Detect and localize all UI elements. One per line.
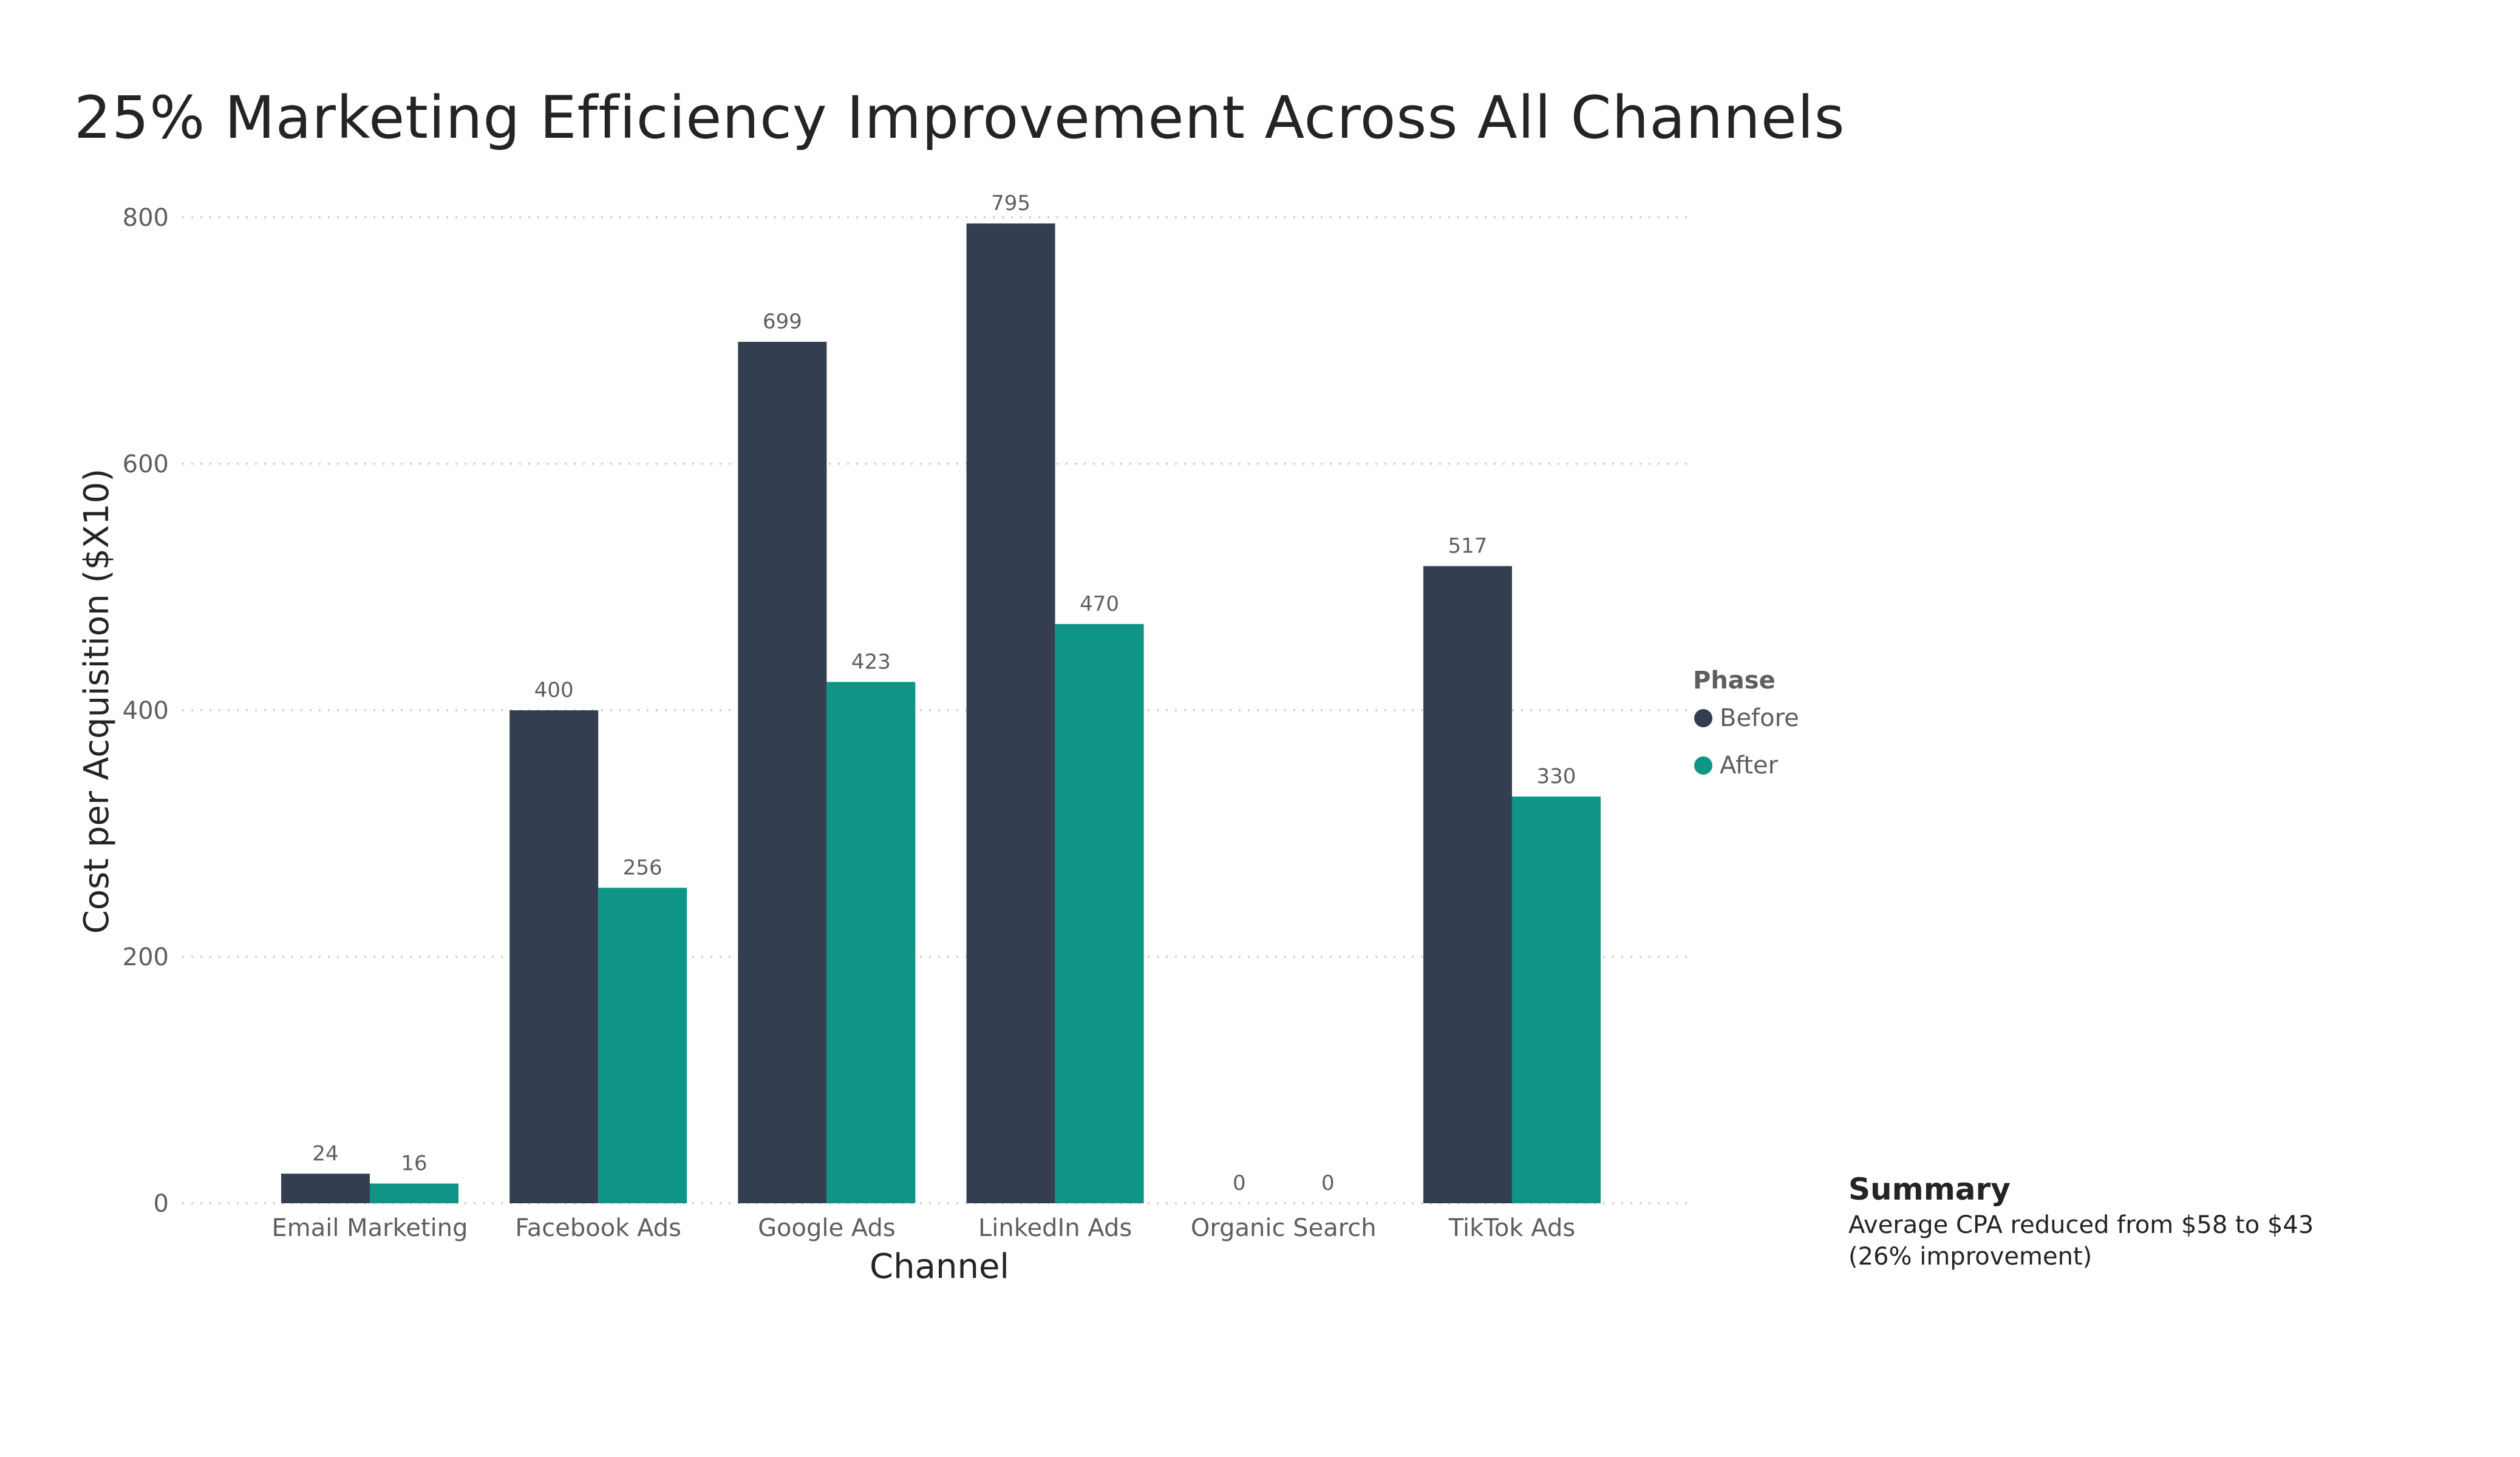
data-labels: 24 16 400 256 699 423 795 470 0 0 517 330 [312,191,1576,1195]
data-label-after-linkedin-ads: 470 [1080,592,1119,616]
x-axis-ticks: Email Marketing Facebook Ads Google Ads Lin… [271,1214,1575,1242]
x-tick-label-organic-search: Organic Search [1191,1214,1377,1242]
data-label-after-email-marketing: 16 [401,1152,427,1176]
y-tick-label: 400 [123,697,169,725]
legend-item-after[interactable]: After [1694,752,1778,779]
bar-before-tiktok-ads[interactable] [1423,566,1512,1203]
legend-title: Phase [1693,667,1776,695]
data-label-after-facebook-ads: 256 [623,855,662,880]
data-label-before-email-marketing: 24 [312,1141,338,1166]
legend-dot-after [1694,756,1712,775]
x-tick-label-email-marketing: Email Marketing [271,1214,468,1242]
bar-after-google-ads[interactable] [826,682,916,1203]
bars [281,223,1601,1203]
data-label-after-organic-search: 0 [1321,1171,1335,1195]
gridlines [182,216,1694,1204]
data-label-after-tiktok-ads: 330 [1537,764,1576,789]
x-axis-title: Channel [870,1247,1009,1286]
data-label-before-linkedin-ads: 795 [991,191,1030,216]
legend-label-after: After [1720,752,1779,779]
x-tick-label-google-ads: Google Ads [758,1214,896,1242]
data-label-before-organic-search: 0 [1233,1171,1246,1195]
data-label-before-facebook-ads: 400 [534,678,574,702]
legend-item-before[interactable]: Before [1694,704,1799,732]
bar-after-linkedin-ads[interactable] [1055,623,1144,1203]
summary-text: Average CPA reduced from $58 to $43 (26%… [1848,1211,2314,1271]
y-tick-label: 800 [123,204,169,232]
bar-before-email-marketing[interactable] [281,1173,370,1203]
data-label-before-tiktok-ads: 517 [1448,534,1488,558]
bar-after-tiktok-ads[interactable] [1512,796,1601,1203]
y-axis-title: Cost per Acquisition ($X10) [77,469,117,934]
y-tick-label: 600 [123,450,169,478]
bar-before-google-ads[interactable] [738,342,827,1203]
legend-dot-before [1694,709,1712,727]
x-tick-label-linkedin-ads: LinkedIn Ads [978,1214,1132,1242]
x-tick-label-facebook-ads: Facebook Ads [515,1214,681,1242]
y-tick-label: 200 [123,943,169,971]
legend-label-before: Before [1720,704,1799,732]
summary-heading: Summary [1848,1172,2011,1207]
y-axis-ticks: 0 200 400 600 800 [123,204,169,1218]
data-label-after-google-ads: 423 [851,650,891,674]
x-tick-label-tiktok-ads: TikTok Ads [1448,1214,1575,1242]
bar-after-email-marketing[interactable] [370,1183,458,1203]
data-label-before-google-ads: 699 [763,310,802,334]
bar-before-linkedin-ads[interactable] [966,223,1055,1203]
chart-title: 25% Marketing Efficiency Improvement Acr… [74,84,1845,152]
y-tick-label: 0 [154,1190,169,1218]
bar-before-facebook-ads[interactable] [509,710,599,1203]
bar-after-facebook-ads[interactable] [598,888,687,1203]
